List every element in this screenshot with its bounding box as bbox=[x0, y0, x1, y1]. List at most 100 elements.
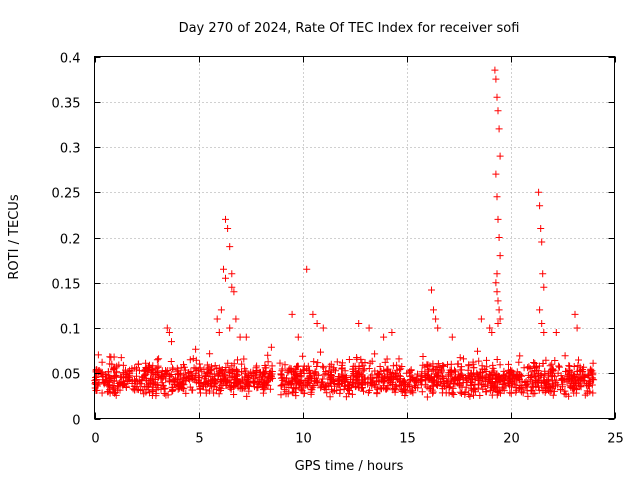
data-point bbox=[313, 320, 321, 327]
data-point bbox=[306, 372, 314, 380]
data-point bbox=[374, 385, 382, 393]
data-point bbox=[318, 378, 326, 386]
data-point bbox=[167, 358, 175, 365]
data-point bbox=[212, 385, 220, 393]
data-point bbox=[205, 365, 213, 373]
x-tick-labels: 0 5 10 15 20 25 bbox=[91, 432, 623, 447]
data-point bbox=[281, 361, 289, 369]
data-point bbox=[546, 362, 554, 370]
data-point bbox=[160, 385, 168, 393]
data-point bbox=[322, 369, 330, 377]
data-point bbox=[449, 384, 457, 392]
data-point bbox=[535, 383, 542, 391]
data-point bbox=[365, 324, 373, 332]
data-point bbox=[145, 381, 153, 389]
data-point bbox=[531, 389, 539, 397]
data-point bbox=[403, 369, 411, 377]
data-point bbox=[396, 366, 403, 374]
data-point bbox=[557, 376, 565, 384]
data-point bbox=[165, 329, 173, 336]
data-point bbox=[418, 388, 426, 396]
data-point bbox=[483, 356, 490, 364]
data-point bbox=[190, 364, 198, 372]
data-point bbox=[506, 389, 514, 397]
data-point bbox=[555, 362, 563, 370]
data-point bbox=[384, 384, 392, 392]
data-point bbox=[518, 372, 526, 380]
data-point bbox=[494, 107, 502, 115]
data-point bbox=[580, 363, 588, 371]
data-point bbox=[189, 386, 197, 394]
data-point bbox=[206, 370, 214, 378]
data-point bbox=[428, 373, 435, 381]
data-point bbox=[162, 391, 170, 399]
data-point bbox=[573, 324, 581, 332]
data-point bbox=[268, 368, 276, 375]
data-point bbox=[549, 365, 557, 373]
data-point bbox=[493, 356, 501, 363]
data-point bbox=[180, 385, 188, 393]
data-point bbox=[182, 389, 190, 397]
data-point bbox=[395, 355, 403, 363]
data-point bbox=[540, 373, 548, 381]
data-point bbox=[189, 355, 197, 363]
data-point bbox=[186, 356, 194, 364]
data-point bbox=[386, 375, 394, 383]
data-point bbox=[311, 377, 319, 385]
data-point bbox=[535, 376, 543, 384]
data-point bbox=[439, 375, 447, 382]
data-point bbox=[545, 387, 553, 395]
data-point bbox=[494, 297, 502, 305]
data-point bbox=[477, 315, 485, 323]
data-point bbox=[288, 388, 296, 396]
y-tick-label: 0.25 bbox=[52, 187, 81, 202]
data-point bbox=[401, 392, 409, 399]
data-point bbox=[155, 355, 163, 363]
data-point bbox=[261, 362, 269, 369]
data-point bbox=[244, 381, 252, 389]
data-point bbox=[261, 384, 269, 392]
data-point bbox=[455, 381, 463, 389]
data-point bbox=[361, 359, 369, 366]
data-point bbox=[334, 377, 342, 385]
data-point bbox=[108, 360, 116, 368]
data-point bbox=[388, 329, 396, 336]
data-point bbox=[358, 373, 366, 381]
data-point bbox=[470, 364, 478, 372]
data-point bbox=[575, 373, 583, 381]
data-point bbox=[220, 375, 228, 383]
data-point bbox=[499, 372, 507, 379]
data-point bbox=[493, 270, 501, 278]
data-point bbox=[264, 358, 272, 366]
data-point bbox=[142, 371, 150, 379]
data-point bbox=[412, 374, 420, 382]
data-point bbox=[371, 350, 379, 358]
data-point bbox=[355, 320, 363, 327]
data-point bbox=[220, 265, 227, 273]
data-point bbox=[253, 362, 261, 370]
data-point bbox=[537, 225, 545, 232]
data-point bbox=[289, 369, 297, 377]
data-point bbox=[333, 358, 341, 366]
data-point bbox=[495, 306, 503, 314]
axis-ticks bbox=[94, 56, 616, 420]
data-point bbox=[124, 368, 132, 376]
data-point bbox=[174, 371, 182, 378]
data-point bbox=[205, 379, 212, 387]
data-point bbox=[419, 353, 427, 360]
y-axis-label: ROTI / TECUs bbox=[7, 194, 22, 279]
data-point bbox=[374, 371, 382, 379]
data-point bbox=[333, 386, 341, 394]
data-point bbox=[576, 377, 584, 385]
data-point bbox=[254, 383, 262, 391]
data-point bbox=[434, 360, 442, 368]
data-point bbox=[448, 333, 456, 341]
data-point bbox=[432, 370, 440, 378]
data-point bbox=[192, 372, 200, 380]
data-point bbox=[133, 385, 141, 393]
data-point bbox=[535, 188, 543, 196]
data-point bbox=[406, 372, 414, 380]
data-point bbox=[144, 382, 152, 390]
data-point bbox=[409, 389, 417, 397]
data-point bbox=[149, 375, 157, 383]
